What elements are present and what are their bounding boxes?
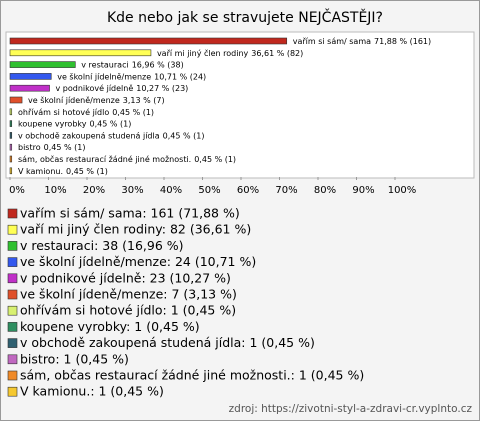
bar-label: vaří mi jiný člen rodiny 36,61 % (82) — [157, 47, 303, 57]
legend-label: V kamionu.: 1 (0,45 %) — [20, 384, 164, 399]
x-tick-label: 100% — [388, 185, 417, 196]
legend-label: v restauraci: 38 (16,96 %) — [20, 238, 184, 253]
bar-label: v obchodě zakoupená studená jídla 0,45 % … — [18, 131, 204, 140]
bar — [9, 132, 13, 139]
bar — [9, 37, 288, 45]
bar — [9, 108, 13, 116]
category-label: ve školní jídelně/menze — [57, 71, 151, 81]
x-tick-label: 20% — [83, 185, 105, 196]
category-label: koupene vyrobky — [18, 119, 87, 128]
source: zdroj: https://zivotni-styl-a-zdravi-cr.… — [229, 403, 473, 415]
value-label: 16,96 % (38) — [132, 60, 184, 69]
category-label: ohřívám si hotové jídlo — [18, 106, 109, 116]
legend-swatch — [7, 386, 18, 397]
x-tick-label: 50% — [198, 185, 220, 196]
bar — [9, 49, 152, 57]
value-label: 0,45 % (1) — [163, 131, 205, 140]
legend-swatch — [7, 257, 18, 267]
legend-swatch — [7, 338, 18, 348]
bar — [9, 96, 23, 104]
bar-label: V kamionu. 0,45 % (1) — [18, 166, 108, 175]
bar-label: ve školní jídelně/menze 10,71 % (24) — [57, 71, 206, 81]
value-label: 10,27 % (23) — [136, 84, 188, 93]
legend-label: ve školní jídeně/menze: 7 (3,13 %) — [20, 287, 237, 302]
bar — [9, 84, 50, 92]
value-label: 71,88 % (161) — [374, 37, 431, 46]
legend-label: vařím si sám/ sama: 161 (71,88 %) — [20, 206, 240, 221]
x-tick-label: 10% — [44, 185, 66, 196]
category-label: vaří mi jiný člen rodiny — [157, 47, 249, 57]
value-label: 10,71 % (24) — [154, 72, 206, 81]
bar — [9, 73, 52, 80]
category-label: v restauraci — [81, 60, 128, 69]
legend-label: vaří mi jiný člen rodiny: 82 (36,61 %) — [20, 222, 251, 237]
plot-panel — [5, 31, 475, 179]
legend-swatch — [7, 273, 18, 284]
category-label: v podnikové jídelně — [56, 83, 134, 93]
value-label: 0,45 % (1) — [89, 119, 131, 128]
legend-swatch — [7, 224, 18, 235]
x-tick-label: 60% — [237, 185, 259, 196]
value-label: 3,13 % (7) — [123, 96, 165, 105]
bar-label: bistro 0,45 % (1) — [18, 143, 85, 152]
bar — [9, 61, 76, 68]
bar-label: koupene vyrobky 0,45 % (1) — [18, 119, 131, 128]
x-tick-label: 80% — [314, 185, 336, 196]
value-label: 0,45 % (1) — [194, 155, 236, 164]
x-tick-label: 70% — [275, 185, 297, 196]
x-tick-label: 90% — [352, 185, 374, 196]
legend-swatch — [7, 354, 18, 365]
bar — [9, 143, 13, 151]
legend-swatch — [7, 208, 18, 219]
category-label: v obchodě zakoupená studená jídla — [18, 131, 160, 140]
bar-label: ohřívám si hotové jídlo 0,45 % (1) — [18, 106, 154, 116]
category-label: ve školní jídeně/menze — [28, 95, 120, 105]
x-tick-label: 40% — [160, 185, 182, 196]
bar — [9, 155, 13, 163]
bar-label: v restauraci 16,96 % (38) — [81, 60, 183, 69]
legend-swatch — [7, 370, 18, 381]
legend-swatch — [7, 241, 18, 251]
bar-label: vařím si sám/ sama 71,88 % (161) — [293, 37, 431, 46]
category-label: sám, občas restaurací žádné jiné možnost… — [18, 154, 191, 164]
legend-label: v podnikové jídelně: 23 (10,27 %) — [20, 270, 231, 285]
bar-label: ve školní jídeně/menze 3,13 % (7) — [28, 95, 165, 105]
bar-label: v podnikové jídelně 10,27 % (23) — [56, 83, 189, 93]
chart-title: Kde nebo jak se stravujete NEJČASTĚJI? — [107, 8, 383, 26]
value-label: 0,45 % (1) — [66, 166, 108, 175]
legend-label: ohřívám si hotové jídlo: 1 (0,45 %) — [20, 303, 236, 318]
value-label: 0,45 % (1) — [44, 143, 86, 152]
bar — [9, 120, 13, 127]
legend-label: sám, občas restaurací žádné jiné možnost… — [20, 368, 364, 383]
value-label: 36,61 % (82) — [251, 48, 303, 57]
legend-label: ve školní jídelně/menze: 24 (10,71 %) — [20, 254, 256, 269]
legend-label: v obchodě zakoupená studená jídla: 1 (0,… — [20, 335, 315, 350]
category-label: bistro — [18, 143, 41, 152]
category-label: V kamionu. — [18, 166, 63, 175]
legend-swatch — [7, 305, 18, 316]
x-tick-label: 0% — [9, 185, 25, 196]
legend-label: koupene vyrobky: 1 (0,45 %) — [20, 319, 200, 334]
bar-label: sám, občas restaurací žádné jiné možnost… — [18, 154, 236, 164]
legend-swatch — [7, 322, 18, 332]
x-tick-label: 30% — [121, 185, 143, 196]
value-label: 0,45 % (1) — [112, 107, 154, 116]
bar — [9, 167, 13, 175]
legend-swatch — [7, 289, 18, 300]
legend-label: bistro: 1 (0,45 %) — [20, 351, 129, 366]
category-label: vařím si sám/ sama — [293, 37, 371, 46]
